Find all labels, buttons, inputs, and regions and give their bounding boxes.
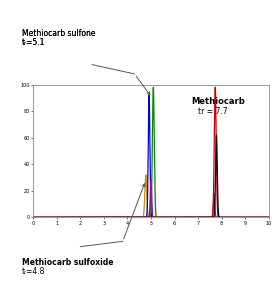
Text: tᵣ=5.1: tᵣ=5.1 [22,38,45,47]
Text: tr = 7.7: tr = 7.7 [198,107,228,116]
Text: Methiocarb sulfone: Methiocarb sulfone [22,29,96,38]
Text: tᵣ=5.1: tᵣ=5.1 [22,38,45,47]
Text: Methiocarb sulfone: Methiocarb sulfone [22,29,96,38]
Text: tᵣ=4.8: tᵣ=4.8 [22,267,45,276]
Text: Methiocarb: Methiocarb [191,97,245,105]
Text: Methiocarb sulfoxide: Methiocarb sulfoxide [22,258,114,267]
